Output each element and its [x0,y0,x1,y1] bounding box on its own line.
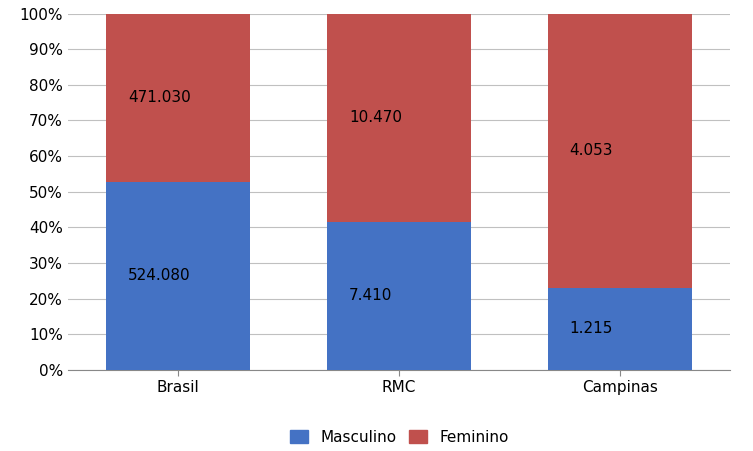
Text: 7.410: 7.410 [349,289,392,304]
Bar [328,222,471,370]
Bar [548,288,692,370]
Bar [328,14,471,222]
Text: 10.470: 10.470 [349,110,402,125]
Legend: Masculino, Feminino: Masculino, Feminino [284,424,514,451]
Text: 471.030: 471.030 [128,90,191,106]
Bar [548,14,692,288]
Bar [106,14,250,182]
Bar [106,182,250,370]
Text: 4.053: 4.053 [570,143,613,158]
Text: 1.215: 1.215 [570,321,613,336]
Text: 524.080: 524.080 [128,268,191,284]
